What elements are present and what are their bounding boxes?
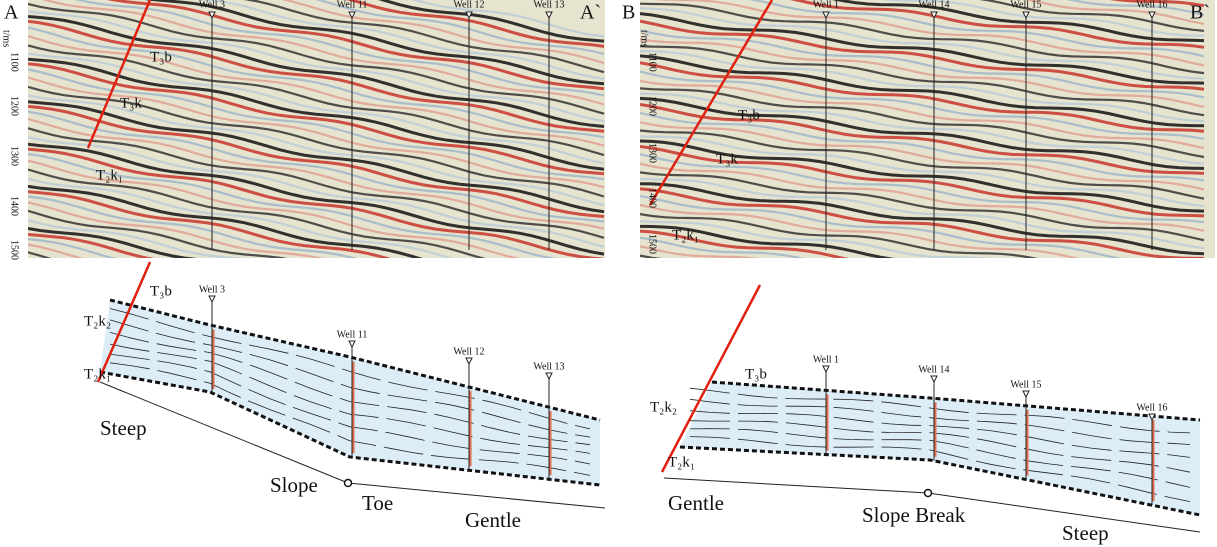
time-tick-label: 1200 <box>647 96 658 116</box>
time-tick-label: 1200 <box>9 96 20 116</box>
well-label: Well 15 <box>1010 0 1041 10</box>
seismic-background <box>28 0 605 258</box>
well-label: Well 3 <box>199 284 225 295</box>
well-label: Well 11 <box>337 0 368 10</box>
well-label: Well 11 <box>337 329 368 340</box>
time-unit: t/ms <box>1 30 12 47</box>
section-end: B` <box>1190 2 1210 24</box>
slope-annotation: Steep <box>1062 521 1109 545</box>
time-tick-label: 1300 <box>9 146 20 166</box>
time-tick-label: 1100 <box>647 52 658 72</box>
seismic-reflector <box>640 269 1204 339</box>
well-marker <box>546 373 552 379</box>
time-unit: t/ms <box>639 30 650 47</box>
horizon-label: T₃b <box>745 366 767 382</box>
slope-annotation: Toe <box>362 491 393 515</box>
horizon-label: T₃k <box>120 95 142 111</box>
well-label: Well 15 <box>1010 379 1041 390</box>
well-label: Well 12 <box>453 0 484 10</box>
time-tick-label: 1300 <box>647 143 658 163</box>
slope-annotation: Slope Break <box>862 503 966 527</box>
seismic-reflector <box>640 288 1204 356</box>
seismic-reflector <box>640 306 1204 374</box>
well-label: Well 1 <box>813 354 839 365</box>
seismic-reflector <box>640 256 1204 323</box>
slope-annotation: Slope <box>270 473 318 497</box>
well-label: Well 13 <box>533 361 564 372</box>
well-marker <box>1023 391 1029 397</box>
horizon-label: T₂k₂ <box>84 313 111 329</box>
horizon-label: T₂k₁ <box>84 366 111 382</box>
time-tick-label: 1500 <box>647 234 658 254</box>
seismic-reflector <box>640 280 1204 349</box>
slope-point <box>925 490 932 497</box>
horizon-label: T₃b <box>150 283 172 299</box>
slope-annotation: Gentle <box>668 491 724 515</box>
horizon-label: T₂k₂ <box>650 399 677 415</box>
well-marker <box>209 296 215 302</box>
horizon-label: T₃k <box>716 151 738 167</box>
time-tick-label: 1400 <box>9 196 20 216</box>
well-label: Well 16 <box>1136 402 1167 413</box>
seismic-reflector <box>640 274 1204 344</box>
time-tick-label: 1500 <box>9 240 20 260</box>
time-tick-label: 1400 <box>647 188 658 208</box>
well-marker <box>823 366 829 372</box>
well-label: Well 14 <box>918 0 949 10</box>
horizon-label: T₂k₁ <box>672 227 699 243</box>
well-marker <box>466 358 472 364</box>
horizon-label: T₃b <box>738 107 760 123</box>
slope-annotation: Gentle <box>465 508 521 532</box>
well-label: Well 1 <box>813 0 839 10</box>
well-marker <box>349 341 355 347</box>
section-start: B <box>622 2 635 24</box>
well-marker <box>931 376 937 382</box>
well-label: Well 13 <box>533 0 564 10</box>
slope-annotation: Steep <box>100 416 147 440</box>
well-label: Well 16 <box>1136 0 1167 10</box>
well-label: Well 12 <box>453 346 484 357</box>
section-end: A` <box>580 2 601 24</box>
seismic-reflector <box>640 322 1204 392</box>
slope-point <box>345 480 352 487</box>
horizon-label: T₂k₁ <box>668 454 695 470</box>
seismic-reflector <box>640 264 1204 332</box>
section-start: A <box>4 2 19 24</box>
well-label: Well 14 <box>918 364 949 375</box>
horizon-label: T₃b <box>150 49 172 65</box>
well-label: Well 3 <box>199 0 225 10</box>
horizon-label: T₂k₁ <box>96 167 123 183</box>
time-tick-label: 1100 <box>9 52 20 72</box>
figure: Well 3 Well 11 Well 12 Well 13 A A` t/ms 1100 12… <box>0 0 1217 547</box>
